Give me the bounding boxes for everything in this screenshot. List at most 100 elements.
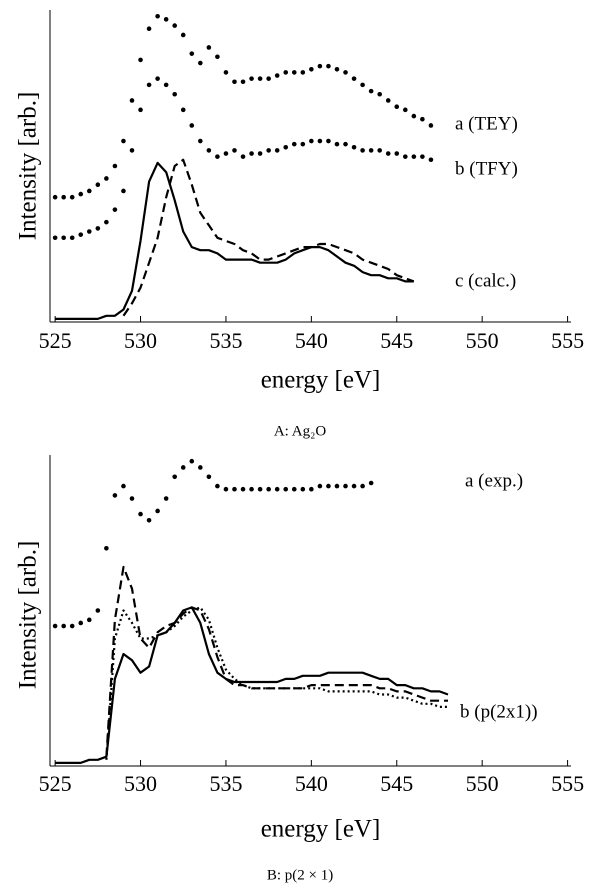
data-point — [95, 608, 101, 613]
x-tick-label: 555 — [551, 771, 584, 796]
data-point — [343, 70, 348, 75]
data-point — [240, 486, 246, 492]
data-point — [215, 483, 220, 489]
data-point — [360, 483, 365, 489]
data-point — [317, 483, 323, 489]
data-point — [377, 148, 382, 153]
data-point — [52, 623, 58, 629]
x-tick-label: 530 — [124, 771, 157, 796]
data-point — [78, 191, 84, 197]
data-point — [266, 148, 271, 153]
data-point — [180, 465, 186, 470]
x-axis-label: energy [eV] — [261, 367, 381, 394]
data-point — [78, 232, 84, 237]
data-point — [300, 70, 306, 75]
data-point — [112, 493, 118, 498]
data-point — [309, 66, 314, 72]
x-tick-label: 535 — [209, 771, 242, 796]
data-point — [163, 496, 169, 501]
data-point — [52, 194, 58, 200]
data-point — [300, 486, 306, 492]
data-point — [232, 79, 237, 85]
data-point — [112, 163, 118, 169]
y-axis-label: Intensity [arb.] — [15, 541, 42, 690]
data-point — [69, 194, 75, 200]
data-point — [146, 518, 152, 523]
data-point — [86, 617, 92, 623]
data-point — [403, 154, 408, 159]
x-tick-label: 545 — [380, 328, 413, 353]
panel-caption: A: Ag₂O — [274, 423, 326, 439]
x-tick-label: 530 — [124, 328, 157, 353]
x-tick-label: 545 — [380, 771, 413, 796]
data-point — [334, 66, 340, 72]
data-point — [61, 194, 66, 200]
data-point — [334, 141, 340, 147]
data-point — [69, 623, 75, 629]
spectrum-line — [122, 158, 415, 317]
data-point — [274, 486, 280, 492]
spectrum-line — [105, 606, 448, 760]
data-point — [326, 483, 331, 489]
data-point — [368, 88, 374, 94]
data-point — [95, 182, 101, 188]
data-point — [309, 138, 314, 144]
data-point — [283, 70, 289, 75]
data-point — [360, 82, 365, 88]
data-point — [172, 91, 177, 97]
data-point — [351, 483, 357, 489]
data-point — [240, 79, 246, 85]
data-point — [249, 486, 254, 492]
data-point — [189, 51, 195, 56]
data-point — [317, 63, 323, 69]
data-point — [155, 508, 160, 514]
data-point — [334, 483, 340, 489]
data-point — [360, 148, 365, 153]
data-point — [163, 17, 169, 22]
data-point — [138, 511, 143, 517]
data-point — [249, 151, 254, 156]
x-tick-label: 525 — [39, 771, 72, 796]
x-tick-label: 535 — [209, 328, 242, 353]
data-point — [326, 63, 331, 69]
spectrum-line — [55, 606, 449, 764]
data-point — [69, 235, 75, 241]
data-point — [232, 148, 237, 153]
data-point — [155, 76, 160, 81]
data-point — [394, 104, 400, 110]
data-point — [172, 474, 177, 480]
data-point — [377, 91, 382, 97]
data-point — [138, 57, 143, 63]
data-point — [206, 45, 212, 50]
spectrum-line — [105, 565, 448, 757]
data-point — [223, 486, 229, 492]
data-point — [283, 144, 289, 150]
data-point — [351, 144, 357, 150]
data-point — [146, 26, 152, 32]
data-point — [180, 107, 186, 113]
x-tick-label: 550 — [466, 771, 499, 796]
data-point — [112, 207, 118, 212]
data-point — [385, 151, 391, 156]
data-point — [368, 148, 374, 153]
data-point — [266, 486, 271, 492]
data-point — [121, 138, 126, 144]
data-point — [223, 70, 229, 75]
curve-label: a (exp.) — [465, 470, 523, 491]
data-point — [104, 546, 109, 551]
data-point — [172, 23, 177, 28]
data-point — [86, 229, 92, 234]
data-point — [206, 474, 212, 480]
data-point — [61, 623, 66, 629]
x-axis-label: energy [eV] — [261, 816, 381, 843]
data-point — [121, 188, 126, 194]
data-point — [257, 151, 263, 156]
data-point — [129, 496, 135, 501]
data-point — [138, 107, 143, 113]
data-point — [129, 148, 135, 153]
data-point — [189, 458, 195, 464]
x-tick-label: 525 — [39, 328, 72, 353]
data-point — [206, 148, 212, 153]
data-point — [215, 54, 220, 60]
y-axis-label: Intensity [arb.] — [15, 92, 42, 241]
